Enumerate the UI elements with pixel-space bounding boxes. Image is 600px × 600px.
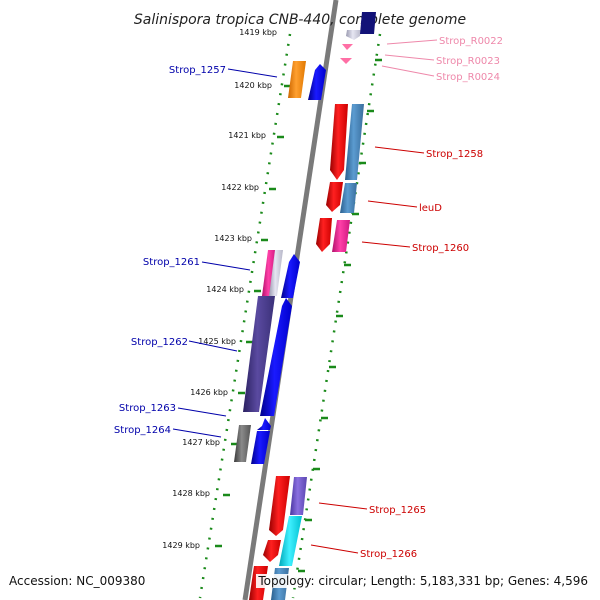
gene-label-strop-1265[interactable]: Strop_1265 (369, 505, 426, 516)
gene-feature-strop-1264 (234, 425, 251, 462)
gene-feature-blue-1 (281, 254, 300, 298)
gene-feature-strop-1257-partner (308, 64, 326, 100)
gene-feature-strop-1261 (262, 250, 276, 296)
gene-feature-red-3 (316, 218, 332, 252)
gene-feature-leud (340, 183, 357, 213)
scale-ticks (215, 58, 382, 573)
gene-label-strop-1263[interactable]: Strop_1263 (119, 403, 176, 414)
gene-feature-red-2 (326, 182, 343, 212)
gene-feature-red-5 (263, 540, 281, 562)
gene-features (234, 12, 376, 600)
kbp-label: 1426 kbp (190, 388, 228, 397)
label-leaders (172, 39, 438, 554)
map-title: Salinispora tropica CNB-440, complete ge… (134, 12, 466, 28)
gene-feature-strop-1266 (279, 516, 302, 566)
gene-feature-strop-1263 (257, 418, 271, 430)
gene-label-strop-1261[interactable]: Strop_1261 (143, 257, 200, 268)
gene-feature-strop-1257 (288, 61, 306, 98)
kbp-label: 1422 kbp (221, 183, 259, 192)
gene-feature-strop-1264-partner (251, 431, 270, 464)
gene-label-strop-r0023[interactable]: Strop_R0023 (436, 56, 500, 67)
gene-label-strop-1266[interactable]: Strop_1266 (360, 549, 417, 560)
gene-feature-strop-r0023 (342, 44, 353, 50)
kbp-label: 1429 kbp (162, 541, 200, 550)
kbp-label: 1428 kbp (172, 489, 210, 498)
gene-label-strop-1262[interactable]: Strop_1262 (131, 337, 188, 348)
gene-label-leud[interactable]: leuD (419, 203, 442, 214)
gene-label-strop-r0024[interactable]: Strop_R0024 (436, 72, 500, 83)
gene-feature-strop-r0024 (340, 58, 352, 64)
gene-feature-strop-r0022 (346, 30, 361, 40)
kbp-label: 1419 kbp (239, 28, 277, 37)
kbp-label: 1427 kbp (182, 438, 220, 447)
gene-label-strop-1258[interactable]: Strop_1258 (426, 149, 483, 160)
kbp-label: 1421 kbp (228, 131, 266, 140)
gene-feature-strop-1260 (332, 220, 350, 252)
gene-feature-blue-2 (260, 298, 292, 416)
gene-feature-strop-1262 (243, 296, 275, 412)
gene-feature-strop-1265 (290, 477, 307, 515)
gene-feature-top-blue (360, 12, 376, 34)
gene-feature-strop-1258 (345, 104, 364, 180)
gene-label-strop-1260[interactable]: Strop_1260 (412, 243, 469, 254)
kbp-labels: 1419 kbp 1420 kbp 1421 kbp 1422 kbp 1423… (162, 28, 277, 550)
kbp-label: 1424 kbp (206, 285, 244, 294)
kbp-label: 1425 kbp (198, 337, 236, 346)
kbp-label: 1423 kbp (214, 234, 252, 243)
gene-label-strop-1257[interactable]: Strop_1257 (169, 65, 226, 76)
gene-feature-strop-1261-partner (269, 250, 283, 296)
kbp-label: 1420 kbp (234, 81, 272, 90)
gene-feature-red-4 (269, 476, 290, 536)
gene-label-strop-1264[interactable]: Strop_1264 (114, 425, 171, 436)
gene-label-strop-r0022[interactable]: Strop_R0022 (439, 36, 503, 47)
accession-text: Accession: NC_009380 (9, 574, 146, 588)
gene-feature-red-1 (330, 104, 348, 180)
gene-labels: Strop_R0022 Strop_R0023 Strop_R0024 Stro… (114, 36, 503, 560)
topology-text: Topology: circular; Length: 5,183,331 bp… (256, 574, 590, 588)
